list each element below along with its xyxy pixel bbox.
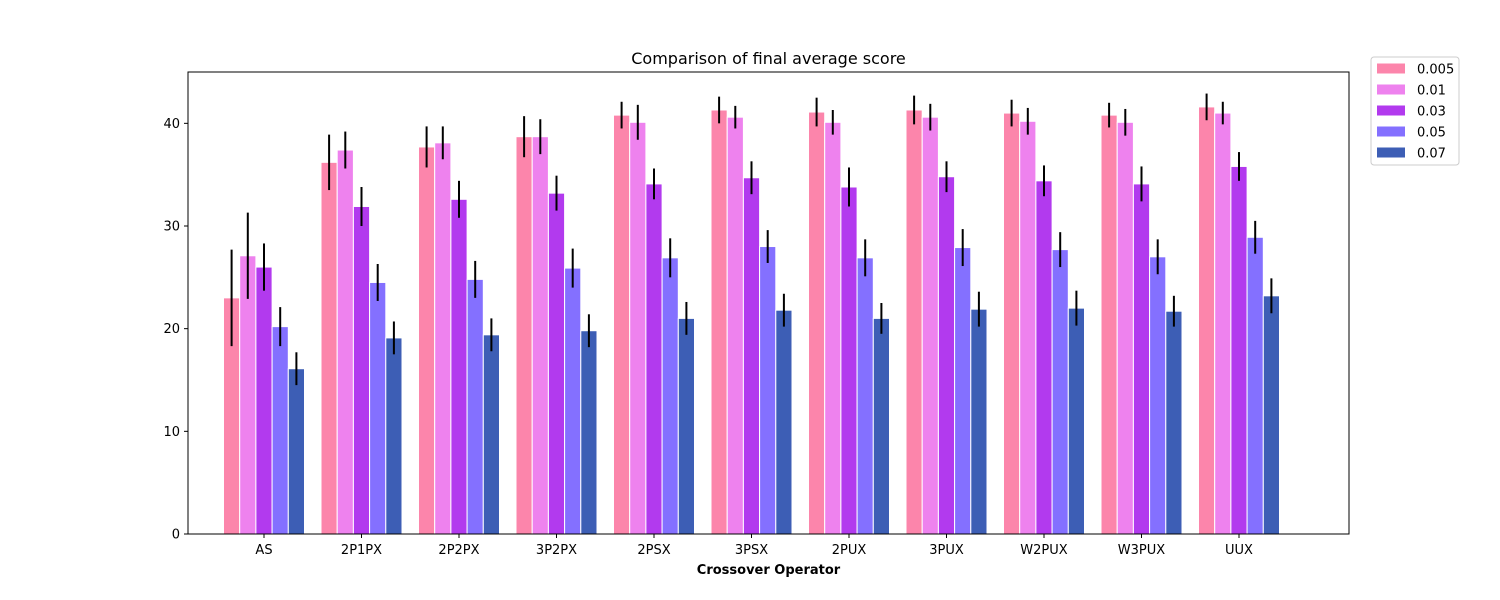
x-tick-label: W2PUX	[1020, 543, 1067, 558]
bar	[629, 121, 647, 535]
legend-label: 0.07	[1417, 147, 1446, 162]
bar	[515, 136, 533, 535]
bar	[1165, 310, 1183, 535]
bar	[759, 246, 777, 535]
bar	[840, 186, 858, 535]
plot-area	[223, 93, 1281, 535]
legend-swatch	[1377, 63, 1405, 74]
y-tick-label: 20	[163, 322, 180, 337]
bar	[1230, 165, 1248, 535]
bar	[1262, 295, 1281, 535]
bar	[872, 317, 890, 535]
bar	[905, 109, 923, 535]
legend-label: 0.005	[1417, 63, 1454, 78]
plot-frame	[187, 71, 1350, 535]
bar	[1051, 249, 1069, 535]
bar	[1214, 112, 1232, 535]
bar	[645, 183, 663, 535]
y-tick-label: 0	[172, 528, 180, 543]
bar	[937, 176, 956, 535]
y-tick-label: 10	[163, 425, 180, 440]
x-axis-label: Crossover Operator	[697, 563, 841, 578]
x-tick-label: UUX	[1225, 543, 1253, 558]
bar	[1132, 183, 1151, 535]
legend-swatch	[1377, 105, 1405, 116]
axes: 0 10 20 30 40 AS 2P1PX 2P2PX 3P2PX 2PSX 3PSX 2PUX 3P…	[163, 117, 1253, 558]
legend-label: 0.05	[1417, 126, 1446, 141]
chart-title: Comparison of final average score	[631, 49, 906, 68]
legend-swatch	[1377, 147, 1405, 158]
bar	[1019, 120, 1037, 535]
bar	[1003, 112, 1021, 535]
bar	[726, 116, 744, 535]
x-tick-label: 2PSX	[637, 543, 670, 558]
x-tick-label: W3PUX	[1118, 543, 1165, 558]
y-tick-label: 30	[163, 220, 180, 235]
bar	[661, 257, 679, 535]
bar	[336, 149, 354, 535]
bar	[418, 146, 436, 535]
bar	[775, 309, 793, 535]
x-tick-label: 2P1PX	[341, 543, 382, 558]
bar	[954, 247, 972, 535]
bar	[921, 116, 939, 535]
bar	[352, 205, 371, 535]
bar	[856, 257, 874, 535]
bar	[320, 161, 338, 535]
bar	[369, 281, 387, 535]
bar	[742, 177, 761, 535]
bar	[1067, 307, 1086, 535]
bar	[1116, 121, 1134, 535]
bar	[434, 142, 452, 535]
bar	[466, 278, 484, 535]
legend-label: 0.01	[1417, 84, 1446, 99]
x-tick-label: AS	[255, 543, 272, 558]
legend-swatch	[1377, 126, 1405, 137]
bar	[613, 114, 631, 535]
bar	[677, 317, 695, 535]
bar	[287, 368, 305, 535]
bar	[824, 121, 842, 535]
bar	[450, 198, 468, 535]
y-tick-label: 40	[163, 117, 180, 132]
x-tick-label: 3PUX	[929, 543, 964, 558]
bar	[255, 266, 273, 535]
legend-swatch	[1377, 84, 1405, 95]
bar	[385, 337, 403, 535]
bar	[271, 326, 289, 535]
legend-label: 0.03	[1417, 105, 1446, 120]
bar	[547, 192, 566, 535]
x-tick-label: 3PSX	[735, 543, 768, 558]
legend: 0.005 0.01 0.03 0.05 0.07	[1370, 56, 1460, 166]
legend-box	[1370, 56, 1460, 166]
bar	[1035, 180, 1053, 535]
bar	[1149, 256, 1167, 535]
bar	[580, 330, 598, 535]
x-tick-label: 3P2PX	[536, 543, 577, 558]
bar	[482, 334, 500, 535]
bar	[531, 136, 549, 535]
bar	[1100, 114, 1118, 535]
x-tick-label: 2P2PX	[438, 543, 479, 558]
bar	[564, 267, 582, 535]
bar	[710, 109, 728, 535]
bar	[1246, 236, 1264, 535]
bar	[970, 308, 988, 535]
bar	[808, 111, 826, 535]
x-tick-label: 2PUX	[832, 543, 867, 558]
bar	[1198, 106, 1216, 535]
